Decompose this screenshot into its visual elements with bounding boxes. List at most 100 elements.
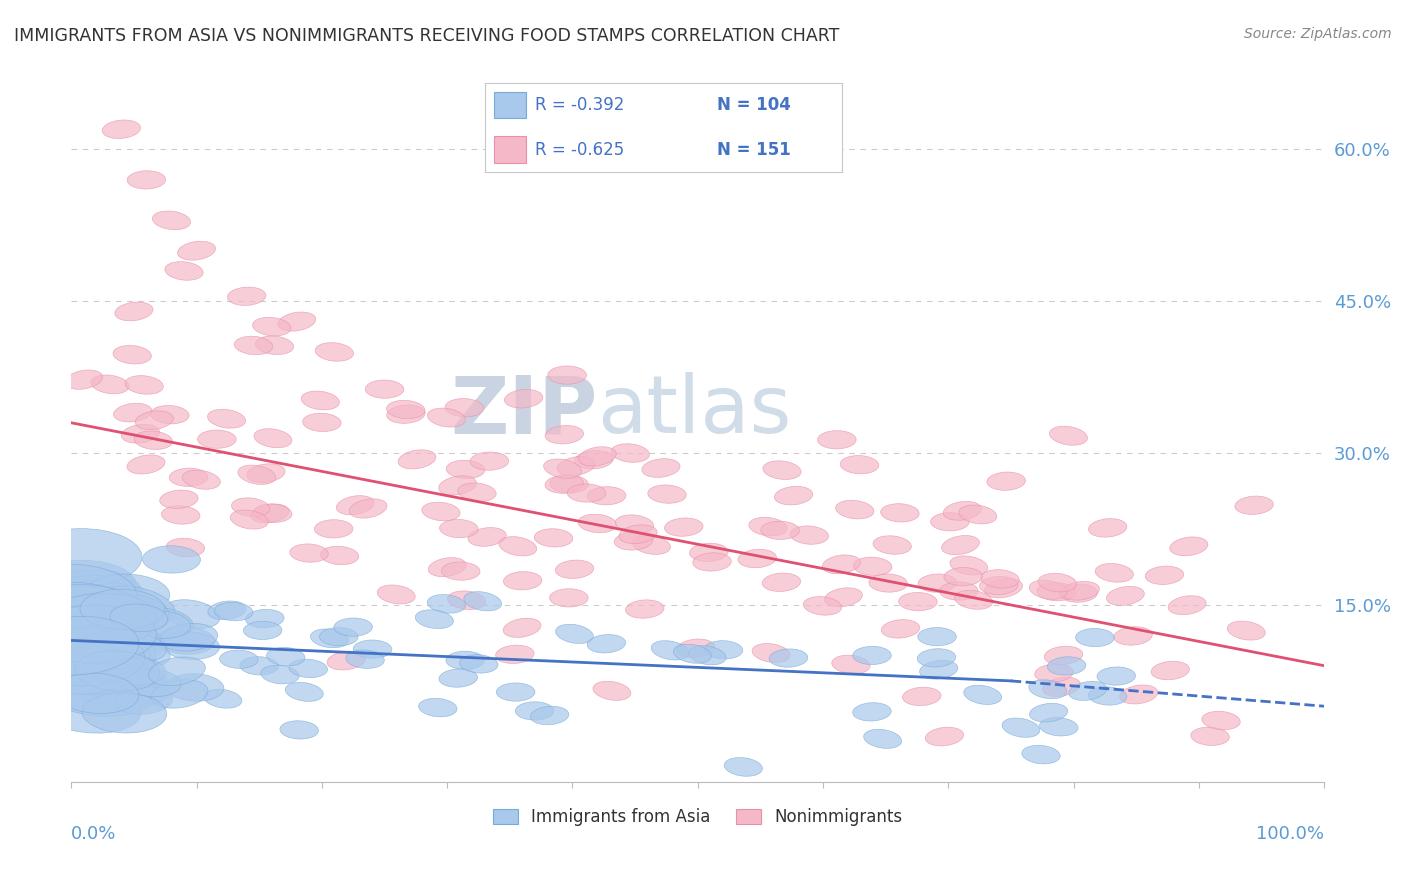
Ellipse shape xyxy=(925,727,963,746)
Ellipse shape xyxy=(1002,718,1040,738)
Ellipse shape xyxy=(446,399,484,417)
Ellipse shape xyxy=(387,401,425,418)
Ellipse shape xyxy=(918,628,956,646)
Ellipse shape xyxy=(550,589,588,607)
Ellipse shape xyxy=(458,483,496,501)
Ellipse shape xyxy=(673,644,711,664)
Ellipse shape xyxy=(898,592,938,611)
Ellipse shape xyxy=(470,452,509,470)
Ellipse shape xyxy=(1069,681,1107,700)
Ellipse shape xyxy=(841,456,879,474)
Ellipse shape xyxy=(917,648,956,667)
Ellipse shape xyxy=(612,443,650,462)
Ellipse shape xyxy=(738,549,776,567)
Ellipse shape xyxy=(852,647,891,665)
Ellipse shape xyxy=(548,366,586,384)
Ellipse shape xyxy=(614,532,652,550)
Text: 0.0%: 0.0% xyxy=(72,825,117,843)
Ellipse shape xyxy=(440,519,478,538)
Ellipse shape xyxy=(689,543,728,561)
Ellipse shape xyxy=(931,513,969,531)
Ellipse shape xyxy=(35,632,156,694)
Ellipse shape xyxy=(963,685,1001,705)
Ellipse shape xyxy=(13,582,135,640)
Ellipse shape xyxy=(103,120,141,138)
Ellipse shape xyxy=(769,649,808,667)
Ellipse shape xyxy=(152,211,191,230)
Ellipse shape xyxy=(166,673,224,701)
Ellipse shape xyxy=(641,458,681,477)
Ellipse shape xyxy=(253,318,291,336)
Ellipse shape xyxy=(619,524,657,543)
Ellipse shape xyxy=(1049,426,1087,445)
Ellipse shape xyxy=(166,538,205,557)
Ellipse shape xyxy=(1119,685,1157,704)
Ellipse shape xyxy=(955,591,993,609)
Ellipse shape xyxy=(648,485,686,503)
Ellipse shape xyxy=(981,570,1019,588)
Ellipse shape xyxy=(1152,661,1189,680)
Ellipse shape xyxy=(31,636,153,695)
Ellipse shape xyxy=(34,593,156,653)
Ellipse shape xyxy=(749,517,787,536)
Ellipse shape xyxy=(125,376,163,394)
Ellipse shape xyxy=(134,431,173,450)
Ellipse shape xyxy=(231,510,269,529)
Ellipse shape xyxy=(163,599,219,629)
Ellipse shape xyxy=(321,546,359,565)
Ellipse shape xyxy=(835,500,875,519)
Ellipse shape xyxy=(1095,564,1133,582)
Ellipse shape xyxy=(903,687,941,706)
Ellipse shape xyxy=(880,504,920,522)
Ellipse shape xyxy=(377,585,415,604)
Ellipse shape xyxy=(503,572,541,590)
Ellipse shape xyxy=(427,408,465,427)
Ellipse shape xyxy=(516,702,554,720)
Ellipse shape xyxy=(530,706,569,724)
Ellipse shape xyxy=(253,504,292,523)
Text: 100.0%: 100.0% xyxy=(1256,825,1324,843)
Ellipse shape xyxy=(447,591,486,609)
Ellipse shape xyxy=(35,657,157,716)
Ellipse shape xyxy=(1088,687,1126,706)
Ellipse shape xyxy=(127,455,165,474)
Ellipse shape xyxy=(1062,582,1099,600)
Ellipse shape xyxy=(546,475,583,493)
Ellipse shape xyxy=(505,390,543,408)
Ellipse shape xyxy=(328,651,366,670)
Ellipse shape xyxy=(762,573,800,591)
Ellipse shape xyxy=(165,261,202,280)
Ellipse shape xyxy=(21,672,142,733)
Ellipse shape xyxy=(1097,667,1136,685)
Ellipse shape xyxy=(1022,746,1060,764)
Ellipse shape xyxy=(208,409,246,428)
Text: Source: ZipAtlas.com: Source: ZipAtlas.com xyxy=(1244,27,1392,41)
Ellipse shape xyxy=(939,582,979,600)
Ellipse shape xyxy=(593,681,631,700)
Ellipse shape xyxy=(204,690,242,708)
Ellipse shape xyxy=(387,405,425,424)
Ellipse shape xyxy=(588,634,626,653)
Ellipse shape xyxy=(823,555,860,574)
Ellipse shape xyxy=(115,302,153,321)
Ellipse shape xyxy=(439,669,478,687)
Ellipse shape xyxy=(302,413,342,432)
Ellipse shape xyxy=(83,667,166,710)
Ellipse shape xyxy=(817,431,856,449)
Ellipse shape xyxy=(160,624,218,651)
Ellipse shape xyxy=(1076,629,1114,647)
Ellipse shape xyxy=(290,659,328,678)
Ellipse shape xyxy=(25,575,148,634)
Ellipse shape xyxy=(688,646,725,665)
Ellipse shape xyxy=(550,475,588,493)
Ellipse shape xyxy=(157,627,215,654)
Ellipse shape xyxy=(1191,727,1229,746)
Ellipse shape xyxy=(235,336,273,355)
Ellipse shape xyxy=(918,574,956,592)
Ellipse shape xyxy=(21,627,145,686)
Ellipse shape xyxy=(775,486,813,505)
Ellipse shape xyxy=(114,403,152,422)
Ellipse shape xyxy=(1234,496,1274,515)
Ellipse shape xyxy=(869,574,907,592)
Ellipse shape xyxy=(250,504,290,523)
